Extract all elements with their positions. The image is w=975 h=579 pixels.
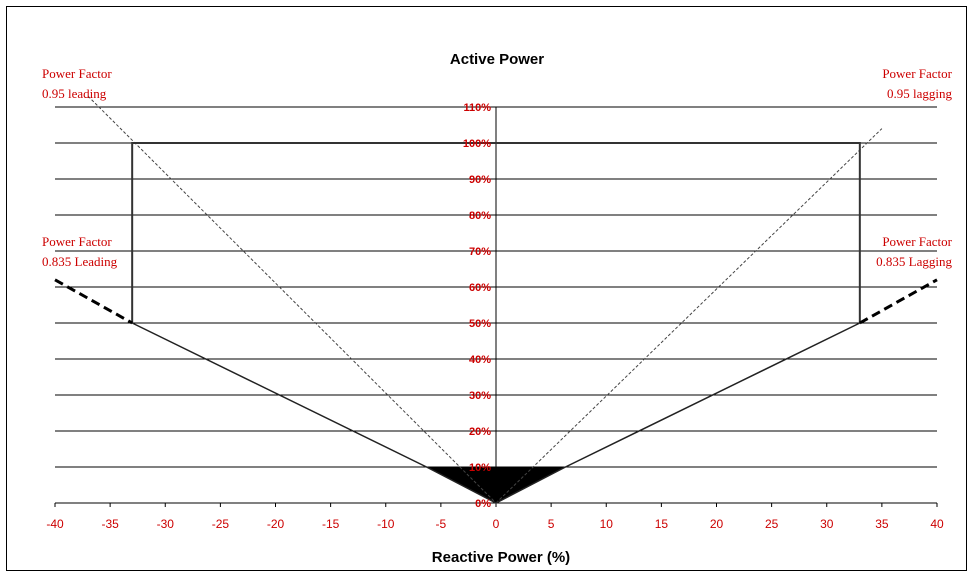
x-tick-label: -25: [212, 517, 230, 531]
x-tick-labels: -40 -35 -30 -25 -20 -15 -10 -5 0 5 10 15 20 25 30 35 40: [46, 517, 944, 531]
y-tick-label: 70%: [469, 246, 491, 258]
y-tick-labels: 0% 10% 20% 30% 40% 50% 60% 70% 80% 90% 100% 110%: [463, 102, 491, 510]
capability-boundary: [131, 142, 861, 323]
x-tick-label: 40: [930, 517, 944, 531]
y-tick-label: 90%: [469, 174, 491, 186]
x-tick-label: -35: [101, 517, 119, 531]
chart-title: Active Power: [450, 51, 544, 68]
pf-0.95-line: [87, 95, 497, 504]
annotations: Power Factor 0.95 leading Power Factor 0.95…: [42, 66, 953, 269]
x-tick-label: 5: [548, 517, 555, 531]
pf-0.835-dashed-extension: [859, 278, 938, 325]
annotation-text: 0.835 Leading: [42, 254, 118, 269]
y-tick-label: 50%: [469, 318, 491, 330]
x-tick-label: -30: [157, 517, 175, 531]
annotation-text: 0.95 leading: [42, 86, 107, 101]
x-tick-label: 25: [765, 517, 779, 531]
x-tick-label: -20: [267, 517, 285, 531]
y-tick-label: 30%: [469, 390, 491, 402]
x-tick-label: -5: [436, 517, 447, 531]
x-tick-label: 10: [600, 517, 614, 531]
x-tick-label: 20: [710, 517, 724, 531]
x-tick-label: 15: [655, 517, 669, 531]
y-tick-label: 60%: [469, 282, 491, 294]
x-tick-label: -10: [377, 517, 395, 531]
x-tick-label: 35: [875, 517, 889, 531]
x-axis-title: Reactive Power (%): [432, 549, 570, 566]
annotation-text: 0.835 Lagging: [876, 254, 952, 269]
x-tick-label: 30: [820, 517, 834, 531]
x-tick-label: -40: [46, 517, 64, 531]
pf-0.95-line: [495, 128, 883, 504]
y-tick-label: 100%: [463, 138, 491, 150]
x-tick-label: 0: [493, 517, 500, 531]
y-tick-label: 40%: [469, 354, 491, 366]
y-tick-label: 10%: [469, 462, 491, 474]
annotation-text: Power Factor: [882, 66, 952, 81]
annotation-text: 0.95 lagging: [887, 86, 952, 101]
x-tick-label: -15: [322, 517, 340, 531]
series: [54, 95, 938, 504]
pf-0.835-dashed-extension: [54, 278, 133, 325]
annotation-text: Power Factor: [882, 234, 952, 249]
pf-0.835-line: [131, 322, 861, 504]
y-tick-label: 110%: [463, 102, 491, 114]
filled-region: [426, 467, 566, 503]
y-tick-label: 20%: [469, 426, 491, 438]
annotation-text: Power Factor: [42, 66, 112, 81]
y-tick-label: 80%: [469, 210, 491, 222]
y-tick-label: 0%: [475, 498, 491, 510]
annotation-text: Power Factor: [42, 234, 112, 249]
